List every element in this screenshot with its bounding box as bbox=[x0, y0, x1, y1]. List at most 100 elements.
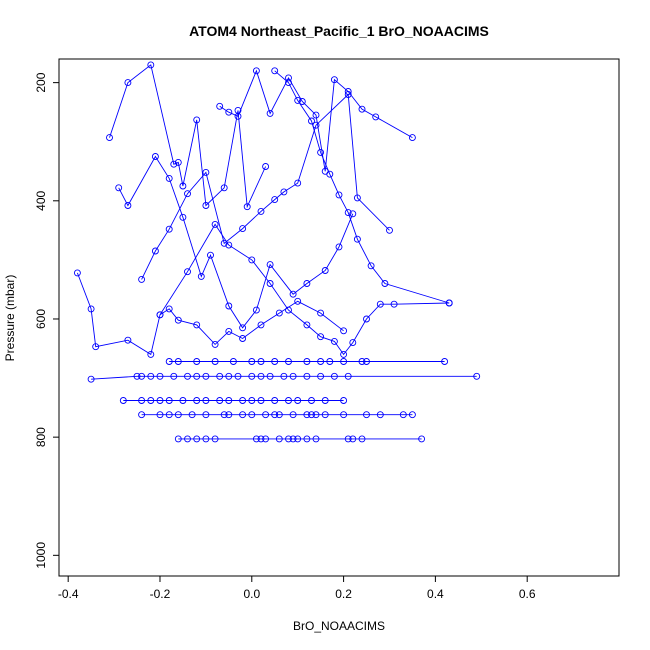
data-point bbox=[303, 411, 311, 419]
data-point bbox=[239, 411, 247, 419]
data-point bbox=[330, 76, 338, 84]
data-point bbox=[156, 372, 164, 380]
data-point bbox=[216, 397, 224, 404]
data-point bbox=[271, 397, 279, 404]
data-point bbox=[321, 397, 329, 404]
data-point bbox=[376, 300, 384, 308]
series-points bbox=[73, 61, 481, 443]
data-point bbox=[147, 350, 155, 358]
data-point bbox=[266, 261, 274, 269]
data-point bbox=[294, 297, 302, 305]
data-point bbox=[317, 309, 325, 317]
x-axis: -0.4 -0.2 0.0 0.2 0.4 0.6 bbox=[58, 575, 536, 601]
data-point bbox=[87, 305, 95, 313]
x-tick-label: -0.2 bbox=[150, 587, 171, 601]
data-point bbox=[225, 397, 233, 404]
data-point bbox=[367, 262, 375, 270]
data-point bbox=[294, 96, 302, 104]
series-line bbox=[91, 375, 477, 380]
data-point bbox=[184, 435, 191, 443]
series-line bbox=[109, 64, 267, 209]
data-point bbox=[344, 88, 352, 95]
data-point bbox=[317, 333, 325, 341]
data-point bbox=[285, 435, 292, 443]
data-point bbox=[216, 372, 224, 380]
data-point bbox=[211, 435, 219, 443]
data-point bbox=[174, 411, 182, 419]
data-point bbox=[353, 194, 361, 202]
data-point bbox=[248, 397, 256, 404]
data-point bbox=[349, 339, 357, 347]
x-tick-label: -0.4 bbox=[58, 587, 79, 601]
data-point bbox=[138, 372, 146, 380]
data-point bbox=[184, 268, 191, 276]
data-point bbox=[147, 61, 155, 69]
data-point bbox=[165, 358, 173, 365]
data-point bbox=[303, 435, 311, 443]
data-point bbox=[358, 105, 366, 113]
data-point bbox=[266, 109, 274, 117]
data-point bbox=[225, 372, 233, 380]
y-tick-label: 200 bbox=[34, 72, 48, 92]
data-point bbox=[124, 202, 132, 209]
data-point bbox=[188, 411, 196, 419]
data-point bbox=[340, 327, 348, 335]
y-tick-label: 800 bbox=[34, 427, 48, 447]
data-point bbox=[92, 343, 100, 351]
data-point bbox=[216, 102, 224, 110]
data-point bbox=[193, 435, 201, 443]
data-point bbox=[408, 411, 416, 419]
data-point bbox=[317, 372, 325, 380]
data-point bbox=[285, 397, 292, 404]
y-tick-label: 1000 bbox=[34, 542, 48, 569]
data-point bbox=[174, 435, 182, 443]
data-point bbox=[317, 358, 325, 365]
data-point bbox=[234, 372, 242, 380]
data-point bbox=[165, 305, 173, 313]
data-point bbox=[312, 121, 320, 129]
data-point bbox=[211, 220, 219, 228]
data-point bbox=[330, 337, 338, 345]
data-point bbox=[399, 411, 407, 419]
data-point bbox=[225, 411, 233, 419]
data-point bbox=[257, 358, 265, 365]
data-point bbox=[165, 174, 173, 182]
data-point bbox=[156, 311, 164, 319]
data-point bbox=[271, 196, 279, 204]
data-point bbox=[138, 411, 146, 419]
data-point bbox=[193, 372, 201, 380]
data-point bbox=[303, 372, 311, 380]
data-point bbox=[147, 397, 155, 404]
chart-title: ATOM4 Northeast_Pacific_1 BrO_NOAACIMS bbox=[189, 23, 489, 39]
data-point bbox=[119, 397, 127, 404]
data-point bbox=[298, 98, 306, 105]
data-point bbox=[229, 358, 237, 365]
x-tick-label: 0.2 bbox=[335, 587, 352, 601]
data-point bbox=[220, 239, 228, 247]
data-point bbox=[193, 116, 201, 124]
data-point bbox=[335, 191, 343, 199]
data-point bbox=[239, 335, 247, 342]
data-point bbox=[326, 170, 334, 178]
y-tick-label: 400 bbox=[34, 190, 48, 210]
data-point bbox=[308, 397, 315, 404]
data-point bbox=[124, 336, 132, 344]
data-point bbox=[252, 67, 260, 75]
data-point bbox=[257, 372, 265, 380]
series-lines bbox=[76, 64, 477, 440]
y-tick-label: 600 bbox=[34, 309, 48, 329]
data-point bbox=[312, 411, 320, 419]
data-point bbox=[308, 117, 315, 125]
data-point bbox=[170, 160, 178, 168]
data-point bbox=[353, 235, 361, 243]
data-point bbox=[151, 153, 159, 160]
data-point bbox=[220, 411, 228, 419]
data-point bbox=[184, 372, 191, 380]
data-point bbox=[202, 397, 210, 404]
data-point bbox=[344, 435, 352, 443]
data-point bbox=[280, 372, 288, 380]
data-point bbox=[390, 300, 398, 308]
series-line bbox=[219, 69, 413, 172]
data-point bbox=[418, 435, 426, 443]
